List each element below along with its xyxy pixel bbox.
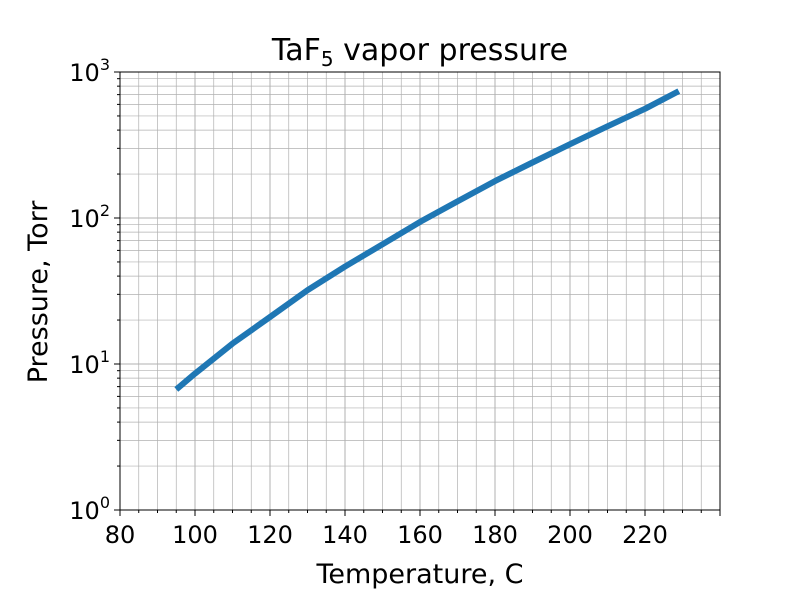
chart-title: TaF5 vapor pressure	[271, 33, 568, 71]
x-tick-labels: 80 100 120 140 160 180 200 220	[105, 521, 668, 549]
title-main: TaF	[271, 33, 321, 68]
series-line	[174, 88, 681, 392]
y-tick-label: 100	[69, 493, 110, 525]
x-tick-label: 80	[105, 521, 136, 549]
y-tick-labels: 100 101 102 103	[69, 55, 110, 525]
title-rest: vapor pressure	[334, 33, 569, 68]
x-tick-label: 120	[247, 521, 293, 549]
major-grid	[119, 71, 721, 511]
x-tick-label: 140	[322, 521, 368, 549]
x-tick-label: 220	[622, 521, 668, 549]
x-tick-label: 180	[472, 521, 518, 549]
y-tick-label: 103	[69, 55, 110, 87]
tick-marks	[114, 71, 721, 516]
x-tick-label: 100	[172, 521, 218, 549]
x-tick-label: 200	[547, 521, 593, 549]
x-axis-label: Temperature, C	[315, 559, 523, 590]
y-axis-label: Pressure, Torr	[23, 200, 54, 384]
y-tick-label: 101	[69, 347, 110, 379]
series-layer	[174, 88, 681, 392]
x-tick-label: 160	[397, 521, 443, 549]
title-subscript: 5	[321, 47, 334, 71]
y-tick-label: 102	[69, 201, 110, 233]
